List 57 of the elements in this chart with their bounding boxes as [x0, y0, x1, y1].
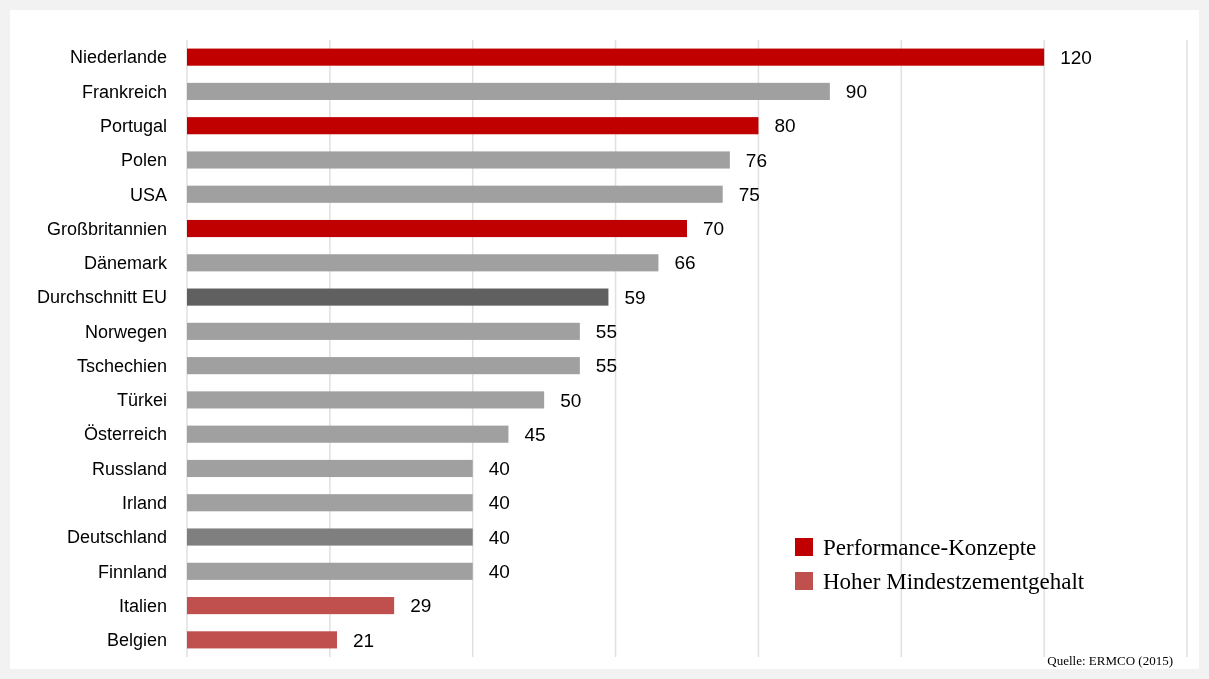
data-label: 45 — [524, 423, 546, 445]
y-tick-label: Frankreich — [81, 81, 167, 102]
bar — [187, 151, 730, 169]
y-tick-label: Deutschland — [66, 527, 167, 548]
legend-label: Hoher Mindestzementgehalt — [823, 569, 1085, 595]
bar — [187, 288, 609, 306]
bar — [187, 494, 473, 512]
data-label: 29 — [410, 595, 432, 617]
y-tick-label: Italien — [118, 595, 167, 616]
y-tick-label: Dänemark — [83, 253, 168, 274]
y-tick-label: Durchschnitt EU — [36, 287, 167, 308]
data-label: 66 — [674, 252, 696, 274]
y-tick-label: Irland — [121, 493, 167, 514]
y-tick-label: Belgien — [106, 630, 167, 651]
bar — [187, 82, 830, 100]
legend-label: Performance-Konzepte — [823, 535, 1037, 561]
bar — [187, 357, 580, 375]
y-tick-label: Österreich — [83, 424, 167, 445]
bar — [187, 528, 473, 546]
data-label: 40 — [488, 492, 510, 514]
data-label: 80 — [774, 115, 796, 137]
y-tick-label: Portugal — [99, 115, 167, 136]
bar — [187, 631, 337, 649]
bar — [187, 185, 723, 203]
data-label: 70 — [703, 218, 725, 240]
data-label: 120 — [1060, 46, 1092, 68]
annotation: Quelle: ERMCO (2015) — [1047, 653, 1173, 668]
data-label: 50 — [560, 389, 582, 411]
data-label: 55 — [595, 355, 617, 377]
bar — [187, 117, 759, 135]
data-label: 59 — [624, 286, 646, 308]
bar — [187, 48, 1045, 66]
bar — [187, 391, 545, 409]
bar — [187, 322, 580, 340]
bar — [187, 219, 687, 238]
data-label: 75 — [738, 183, 760, 205]
y-tick-label: USA — [129, 184, 167, 205]
y-tick-label: Finnland — [97, 561, 167, 582]
y-tick-label: Norwegen — [84, 321, 167, 342]
bar — [187, 254, 659, 272]
bar — [187, 597, 395, 615]
data-label: 40 — [488, 560, 510, 582]
data-label: 40 — [488, 526, 510, 548]
y-tick-label: Niederlande — [69, 47, 167, 68]
bar — [187, 459, 473, 478]
data-label: 21 — [353, 629, 375, 651]
y-tick-label: Großbritannien — [46, 218, 167, 239]
y-tick-label: Polen — [120, 150, 167, 171]
data-label: 90 — [845, 81, 867, 103]
y-tick-label: Türkei — [116, 390, 167, 411]
data-label: 76 — [745, 149, 767, 171]
data-label: 55 — [595, 321, 617, 343]
data-label: 40 — [488, 458, 510, 480]
y-tick-label: Russland — [91, 458, 167, 479]
y-tick-label: Tschechien — [76, 355, 167, 376]
bar — [187, 562, 473, 580]
bar — [187, 425, 509, 443]
